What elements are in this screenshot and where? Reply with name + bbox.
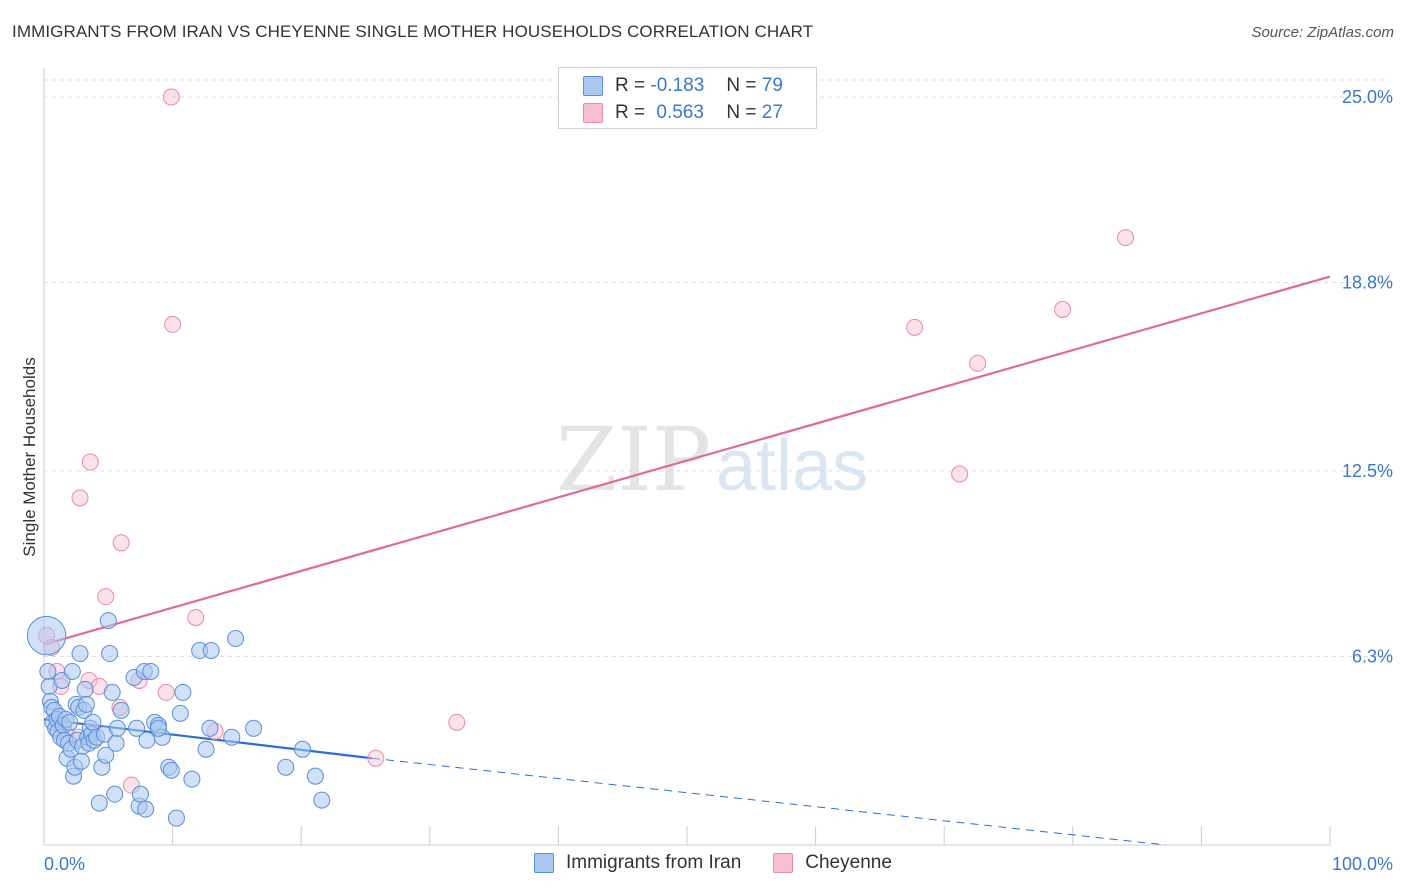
series-legend-swatch-cheyenne xyxy=(773,853,794,873)
series-legend: Immigrants from Iran Cheyenne xyxy=(534,852,924,874)
cheyenne-point xyxy=(1117,229,1135,247)
legend-n-value: 27 xyxy=(761,102,783,123)
cheyenne-point xyxy=(157,683,175,701)
iran-point xyxy=(167,809,185,827)
series-legend-label-cheyenne: Cheyenne xyxy=(805,852,892,873)
iran-point xyxy=(107,734,125,752)
series-legend-swatch-iran xyxy=(534,853,554,873)
watermark-atlas: atlas xyxy=(716,426,868,506)
cheyenne-point xyxy=(97,588,115,606)
iran-point xyxy=(76,680,94,698)
gridlines xyxy=(44,79,1390,658)
iran-point xyxy=(183,770,201,788)
iran-point xyxy=(306,767,324,785)
iran-point xyxy=(84,713,102,731)
cheyenne-point xyxy=(448,713,466,731)
iran-trend-extension xyxy=(371,757,1166,846)
iran-point xyxy=(313,791,331,809)
iran-point xyxy=(245,719,263,737)
iran-point xyxy=(63,662,81,680)
iran-point xyxy=(162,761,180,779)
y-tick-label: 12.5% xyxy=(1342,461,1393,481)
legend-r-value: 0.563 xyxy=(656,102,704,123)
chart-title: IMMIGRANTS FROM IRAN VS CHEYENNE SINGLE … xyxy=(12,22,814,41)
iran-point xyxy=(99,612,117,630)
iran-point xyxy=(90,794,108,812)
iran-point xyxy=(72,752,90,770)
cheyenne-point xyxy=(81,453,99,471)
y-tick-label: 18.8% xyxy=(1342,273,1393,293)
iran-point xyxy=(77,695,95,713)
series-legend-item-cheyenne[interactable]: Cheyenne xyxy=(773,852,892,874)
trend-lines xyxy=(43,275,1331,846)
iran-point xyxy=(197,740,215,758)
cheyenne-point xyxy=(164,315,182,333)
iran-point xyxy=(201,719,219,737)
legend-swatch-iran xyxy=(583,76,603,96)
y-tick-label: 25.0% xyxy=(1342,87,1393,107)
legend-n-value: 79 xyxy=(761,75,783,96)
watermark-zip: ZIP xyxy=(556,408,711,511)
cheyenne-point xyxy=(367,749,385,767)
series-legend-item-iran[interactable]: Immigrants from Iran xyxy=(534,852,741,874)
iran-point xyxy=(103,683,121,701)
iran-point xyxy=(202,642,220,660)
legend-row-iran: R = -0.183 N = 79 xyxy=(583,74,783,98)
series-legend-label-iran: Immigrants from Iran xyxy=(566,852,742,873)
y-axis-label: Single Mother Households xyxy=(20,357,39,556)
cheyenne-point xyxy=(112,534,130,552)
legend-swatch-cheyenne xyxy=(583,103,603,123)
iran-point xyxy=(26,615,67,656)
tick-labels: 6.3% 12.5% 18.8% 25.0% 0.0% 100.0% xyxy=(44,87,1393,874)
y-tick-label: 6.3% xyxy=(1352,647,1393,667)
legend-r-value: -0.183 xyxy=(650,75,705,96)
iran-point xyxy=(101,645,119,663)
iran-point xyxy=(223,728,241,746)
stats-legend: R = -0.183 N = 79 R = 0.563 N = 27 xyxy=(558,67,817,129)
legend-n-label: N = xyxy=(726,102,757,123)
iran-point xyxy=(174,683,192,701)
cheyenne-point xyxy=(71,489,89,507)
legend-row-cheyenne: R = 0.563 N = 27 xyxy=(583,101,783,125)
cheyenne-point xyxy=(1054,300,1072,318)
source-credit: Source: ZipAtlas.com xyxy=(1251,24,1394,41)
cheyenne-point xyxy=(187,609,205,627)
iran-point xyxy=(142,662,160,680)
iran-point xyxy=(128,719,146,737)
cheyenne-point xyxy=(969,354,987,372)
cheyenne-point xyxy=(951,465,969,483)
legend-r-label: R = xyxy=(615,102,646,123)
iran-point xyxy=(277,758,295,776)
iran-point xyxy=(131,785,149,803)
cheyenne-trend-line xyxy=(43,275,1331,646)
iran-point xyxy=(71,645,89,663)
legend-r-label: R = xyxy=(615,75,646,96)
legend-n-label: N = xyxy=(726,75,757,96)
iran-point xyxy=(97,746,115,764)
iran-point xyxy=(227,630,245,648)
iran-point xyxy=(61,713,79,731)
x-tick-label: 0.0% xyxy=(44,854,85,874)
x-tick-label: 100.0% xyxy=(1332,854,1393,874)
iran-point xyxy=(39,662,57,680)
cheyenne-point xyxy=(906,318,924,336)
iran-point xyxy=(112,701,130,719)
axes xyxy=(43,68,1331,846)
series-iran-points xyxy=(26,612,331,827)
iran-point xyxy=(171,704,189,722)
cheyenne-point xyxy=(162,88,180,106)
iran-point xyxy=(293,740,311,758)
iran-point xyxy=(108,719,126,737)
iran-point xyxy=(106,785,124,803)
iran-point xyxy=(137,800,155,818)
iran-point xyxy=(138,731,156,749)
iran-point xyxy=(149,719,167,737)
